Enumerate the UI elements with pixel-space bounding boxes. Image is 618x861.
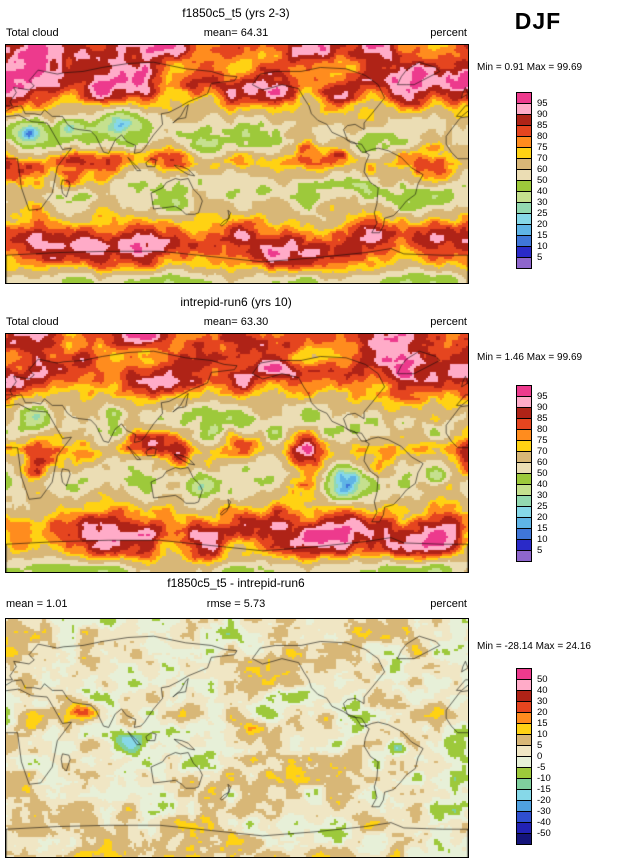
colorbar-tick-label: 80 (537, 131, 548, 142)
panel3-minmax-label: Min = -28.14 Max = 24.16 (477, 641, 591, 652)
colorbar-tick-label: 25 (537, 501, 548, 512)
panel1-variable-label: Total cloud (6, 27, 59, 39)
colorbar-tick-label: 75 (537, 435, 548, 446)
panel3-colorbar: 50 40 30 20 15 10 5 0 -5 -10 -15 -20 -30 -40 -50 (516, 668, 551, 845)
colorbar-tick-label: 50 (537, 468, 548, 479)
colorbar-segment (516, 550, 532, 562)
colorbar-tick-label: 80 (537, 424, 548, 435)
colorbar-tick-label: -5 (537, 762, 546, 773)
colorbar-tick-label: 90 (537, 109, 548, 120)
colorbar-tick-label: 20 (537, 707, 548, 718)
colorbar-tick-label: 85 (537, 413, 548, 424)
panel1-mean-label: mean= 64.31 (203, 27, 269, 39)
colorbar-tick-label: 25 (537, 208, 548, 219)
colorbar-tick-label: 70 (537, 446, 548, 457)
colorbar-tick-label: 60 (537, 164, 548, 175)
colorbar-tick-label: 15 (537, 523, 548, 534)
colorbar-tick-label: -40 (537, 817, 551, 828)
colorbar-tick-label: 30 (537, 197, 548, 208)
season-label: DJF (514, 8, 562, 34)
panel2-mean-label: mean= 63.30 (203, 316, 269, 328)
colorbar-tick-label: 30 (537, 696, 548, 707)
panel2-colorbar: 95 90 85 80 75 70 60 50 40 30 25 20 15 10 5 (516, 385, 548, 562)
colorbar-tick-label: 95 (537, 391, 548, 402)
panel1-title: f1850c5_t5 (yrs 2-3) (182, 6, 290, 20)
colorbar-tick-label: -50 (537, 828, 551, 839)
panel3-mean-label: mean = 1.01 (6, 598, 68, 610)
colorbar-tick-label: 15 (537, 718, 548, 729)
panel2-variable-label: Total cloud (6, 316, 59, 328)
colorbar-tick-label: -10 (537, 773, 551, 784)
colorbar-tick-label: 20 (537, 219, 548, 230)
panel1-units-label: percent (430, 27, 467, 39)
panel2-units-label: percent (430, 316, 467, 328)
colorbar-tick-label: 90 (537, 402, 548, 413)
map-plot-model2 (5, 333, 469, 573)
panel3-units-label: percent (430, 598, 467, 610)
colorbar-tick-label: -15 (537, 784, 551, 795)
panel1-colorbar: 95 90 85 80 75 70 60 50 40 30 25 20 15 10 5 (516, 92, 548, 269)
colorbar-tick-label: 15 (537, 230, 548, 241)
colorbar-tick-label: 40 (537, 186, 548, 197)
colorbar-tick-label: -20 (537, 795, 551, 806)
panel2-title: intrepid-run6 (yrs 10) (180, 295, 292, 309)
colorbar-tick-label: 95 (537, 98, 548, 109)
panel2-minmax-label: Min = 1.46 Max = 99.69 (477, 352, 583, 363)
colorbar-tick-label: 5 (537, 545, 543, 556)
colorbar-tick-label: -30 (537, 806, 551, 817)
colorbar-tick-label: 70 (537, 153, 548, 164)
colorbar-tick-label: 5 (537, 252, 543, 263)
colorbar-tick-label: 40 (537, 685, 548, 696)
colorbar-tick-label: 10 (537, 241, 548, 252)
colorbar-tick-label: 40 (537, 479, 548, 490)
panel1-minmax-label: Min = 0.91 Max = 99.69 (477, 62, 583, 73)
colorbar-segment (516, 257, 532, 269)
colorbar-tick-label: 0 (537, 751, 543, 762)
panel3-title: f1850c5_t5 - intrepid-run6 (167, 576, 305, 590)
colorbar-tick-label: 10 (537, 729, 548, 740)
panel3-rmse-label: rmse = 5.73 (206, 598, 266, 610)
colorbar-tick-label: 60 (537, 457, 548, 468)
map-plot-model1 (5, 44, 469, 284)
colorbar-tick-label: 75 (537, 142, 548, 153)
colorbar-tick-label: 5 (537, 740, 543, 751)
map-plot-difference (5, 618, 469, 858)
colorbar-tick-label: 50 (537, 175, 548, 186)
colorbar-tick-label: 85 (537, 120, 548, 131)
colorbar-tick-label: 30 (537, 490, 548, 501)
colorbar-segment (516, 833, 532, 845)
colorbar-tick-label: 50 (537, 674, 548, 685)
colorbar-tick-label: 10 (537, 534, 548, 545)
colorbar-tick-label: 20 (537, 512, 548, 523)
